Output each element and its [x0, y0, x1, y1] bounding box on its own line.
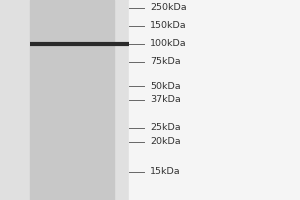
- Text: 75kDa: 75kDa: [150, 58, 181, 66]
- Text: 150kDa: 150kDa: [150, 21, 187, 30]
- Text: 20kDa: 20kDa: [150, 138, 181, 146]
- Text: 100kDa: 100kDa: [150, 40, 187, 48]
- Text: 37kDa: 37kDa: [150, 96, 181, 104]
- Bar: [30, 0, 114, 200]
- Bar: [129, 0, 300, 200]
- Text: 250kDa: 250kDa: [150, 3, 187, 12]
- Bar: [0, 0, 129, 200]
- Text: 25kDa: 25kDa: [150, 123, 181, 132]
- Text: 15kDa: 15kDa: [150, 168, 181, 176]
- Text: 50kDa: 50kDa: [150, 82, 181, 90]
